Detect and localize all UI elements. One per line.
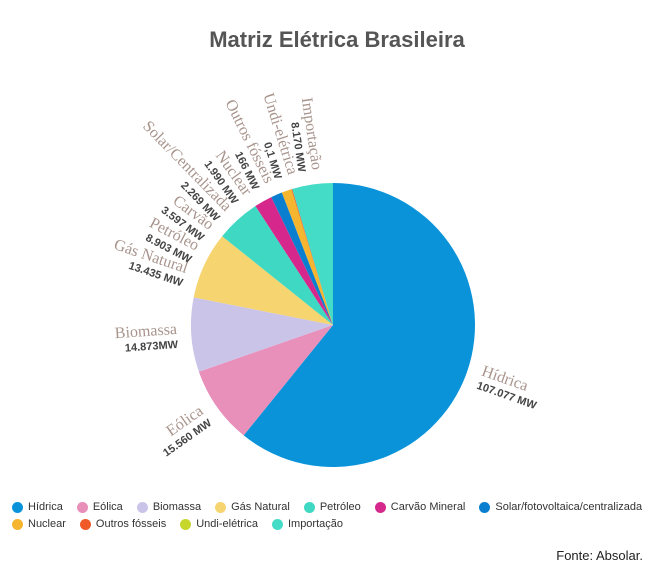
legend-swatch (12, 501, 23, 513)
legend-label: Biomassa (152, 501, 202, 513)
pie-slice (243, 183, 475, 468)
pie-slice (291, 188, 333, 325)
slice-value: 14.873MW (125, 339, 180, 355)
legend-label: Gás Natural (231, 501, 290, 513)
pie-slice (292, 183, 333, 325)
legend-item[interactable]: Eólica (76, 501, 123, 513)
legend-item[interactable]: Solar/fotovoltaica/centralizada (479, 501, 642, 513)
legend-item[interactable]: Petróleo (303, 501, 361, 513)
pie-slice (191, 297, 333, 372)
legend-swatch (76, 501, 88, 513)
legend-swatch (136, 501, 148, 513)
legend-swatch (180, 518, 192, 530)
legend-item[interactable]: Carvão Mineral (374, 501, 466, 513)
source-note: Fonte: Absolar. (556, 548, 643, 563)
legend-swatch (479, 501, 491, 513)
legend-item[interactable]: Importação (271, 518, 343, 530)
legend-label: Outros fósseis (95, 518, 167, 530)
legend-item[interactable]: Biomassa (136, 501, 202, 513)
legend-label: Eólica (92, 501, 123, 513)
legend-swatch (374, 501, 386, 513)
slice-name: Biomassa (114, 321, 177, 342)
legend-label: Undi-elétrica (196, 518, 258, 530)
pie-slice (222, 206, 333, 325)
legend-label: Carvão Mineral (390, 501, 466, 513)
legend-label: Petróleo (319, 501, 361, 513)
legend-label: Importação (287, 518, 343, 530)
pie-slice (271, 192, 333, 325)
legend-item[interactable]: Nuclear (12, 518, 66, 530)
legend-label: Nuclear (28, 518, 66, 530)
pie-slice (292, 188, 333, 325)
legend-label: Hídrica (28, 501, 63, 513)
legend-label: Solar/fotovoltaica/centralizada (495, 501, 643, 513)
legend-item[interactable]: Gás Natural (215, 501, 290, 513)
pie-slice (193, 236, 333, 325)
legend-swatch (303, 501, 315, 513)
legend-swatch (271, 518, 283, 530)
legend-item[interactable]: Hídrica (12, 501, 63, 513)
chart-title: Matriz Elétrica Brasileira (209, 27, 465, 52)
legend-item[interactable]: Outros fósseis (79, 518, 167, 530)
legend-swatch (79, 518, 91, 530)
pie-slice (255, 197, 333, 325)
legend: Hídrica Eólica Biomassa Gás Natural Petróleo… (12, 501, 662, 530)
legend-swatch (12, 518, 23, 530)
legend-swatch (215, 501, 227, 513)
pie-slice (198, 325, 333, 436)
legend-item[interactable]: Undi-elétrica (180, 518, 258, 530)
pie-slice (281, 189, 333, 325)
chart: Matriz Elétrica Brasileira Hídrica107.07… (112, 27, 538, 468)
